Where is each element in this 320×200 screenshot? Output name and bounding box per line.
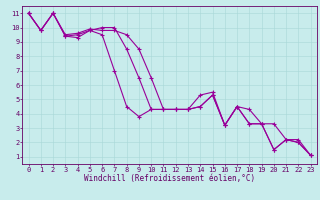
X-axis label: Windchill (Refroidissement éolien,°C): Windchill (Refroidissement éolien,°C) (84, 174, 255, 183)
